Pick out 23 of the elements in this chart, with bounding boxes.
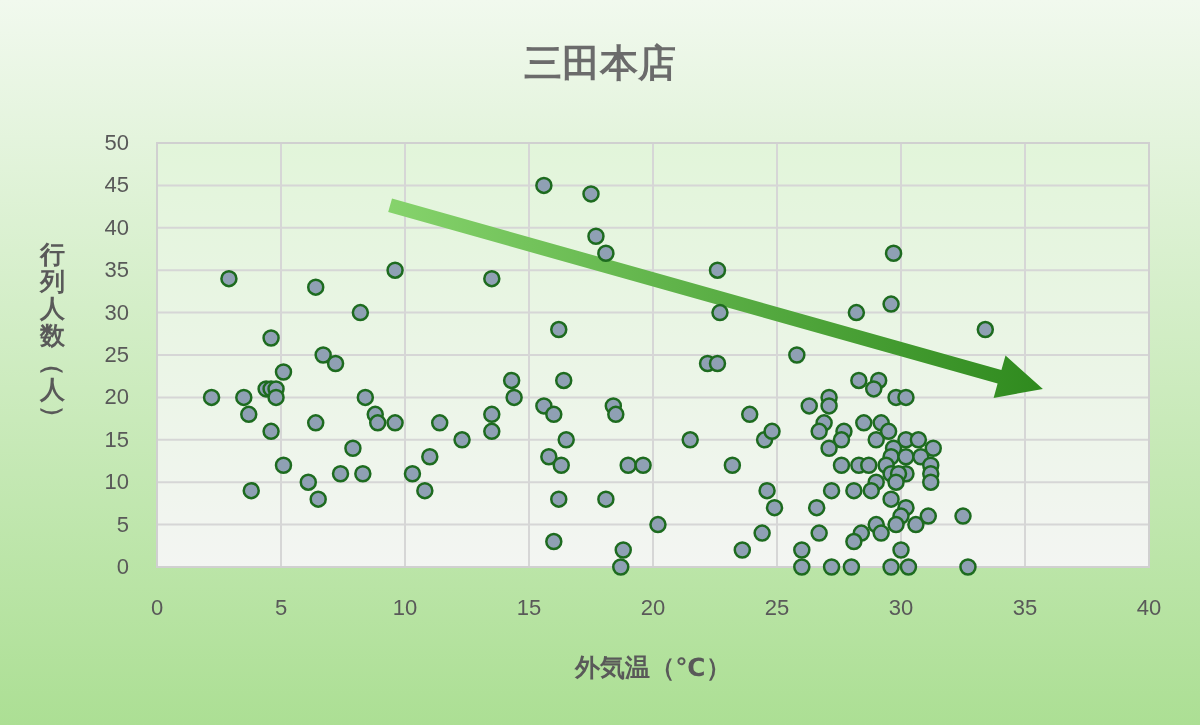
x-tick-label: 25: [764, 595, 790, 620]
x-tick-label: 35: [1012, 595, 1038, 620]
y-tick-label: 15: [104, 426, 129, 452]
y-tick-label: 30: [104, 299, 129, 325]
y-tick-label: 35: [104, 257, 129, 283]
x-tick-label: 20: [640, 595, 666, 620]
x-tick-label: 0: [150, 595, 164, 620]
y-tick-label: 0: [116, 554, 129, 579]
x-tick-label: 15: [516, 595, 542, 620]
x-tick-label: 40: [1136, 595, 1162, 620]
x-tick-label: 10: [392, 595, 418, 620]
y-tick-label: 20: [104, 384, 129, 410]
y-axis-title: 行列人数（人）: [39, 239, 68, 430]
y-tick-label: 40: [104, 214, 129, 240]
x-tick-label: 30: [888, 595, 914, 620]
x-axis-title: 外気温（℃）: [574, 653, 731, 681]
y-tick-label: 10: [104, 469, 129, 495]
y-tick-label: 5: [116, 511, 129, 537]
chart-title: 三田本店: [524, 42, 676, 84]
x-tick-label: 5: [274, 595, 288, 620]
y-tick-label: 25: [104, 342, 129, 367]
y-tick-label: 50: [104, 130, 129, 155]
y-tick-label: 45: [104, 172, 129, 198]
